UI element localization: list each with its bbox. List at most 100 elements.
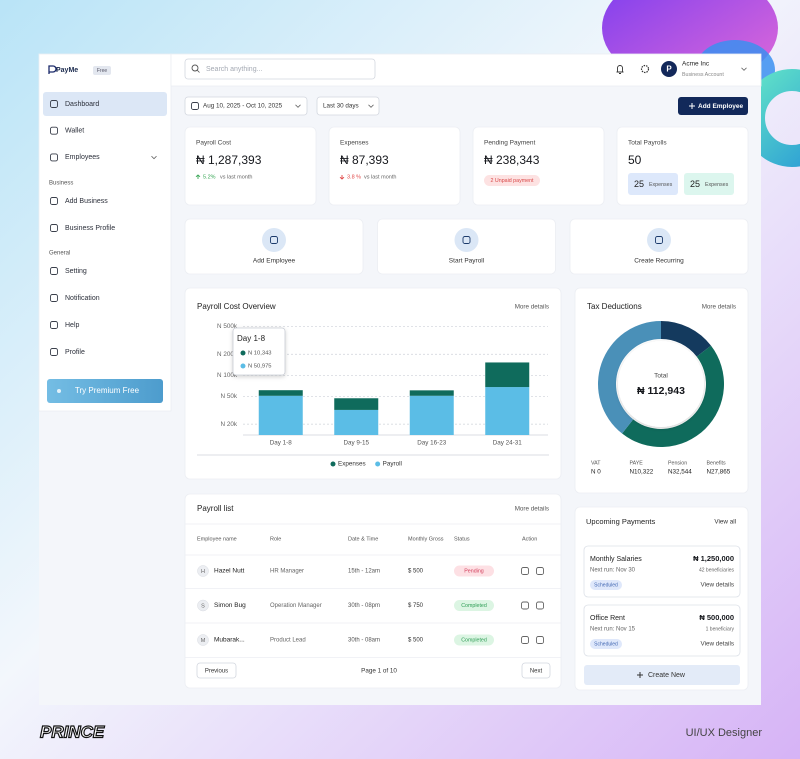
status-label: Scheduled (594, 583, 618, 589)
chevron (368, 104, 374, 108)
search-box[interactable] (184, 58, 376, 80)
stat-card (328, 126, 461, 206)
next-label[interactable]: Next (530, 669, 543, 675)
add-employee-label[interactable]: Add Employee (698, 103, 744, 110)
nav-item[interactable]: Wallet (65, 128, 84, 135)
chip-count: 25 (690, 179, 700, 189)
monthly-gross: $ 500 (408, 569, 424, 575)
details-link[interactable]: View details (701, 582, 735, 589)
status-pill (454, 565, 494, 577)
next-button[interactable] (521, 662, 551, 679)
payment-name: Office Rent (590, 615, 625, 622)
action-label[interactable]: Create Recurring (634, 258, 684, 265)
chart-link[interactable]: More details (515, 304, 549, 311)
y-tick-label: N 20k (221, 421, 238, 428)
stat-note: vs last month (364, 174, 396, 180)
employee-name: Hazel Nutt (214, 568, 245, 575)
chart-link[interactable]: More details (702, 304, 736, 311)
employee-name: Simon Bug (214, 602, 246, 609)
delete-icon[interactable] (536, 636, 544, 644)
nav-icon (50, 126, 58, 135)
payment-amount: ₦ 1,250,000 (693, 554, 734, 563)
edit-icon[interactable] (521, 601, 529, 610)
nav-item[interactable]: Help (65, 322, 80, 329)
action-icon-bg (647, 228, 671, 252)
role: Product Lead (270, 638, 306, 644)
avatar-initial: S (201, 603, 205, 609)
tooltip-swatch (240, 363, 246, 369)
account: Business Account (682, 72, 724, 78)
y-tick-label: N 100k (217, 372, 238, 379)
bar-segment (334, 398, 379, 410)
tooltip-label: N 50,975 (248, 364, 272, 370)
create-label[interactable]: Create New (648, 672, 686, 679)
avatar (197, 599, 209, 612)
stat-value: ₦ 87,393 (340, 153, 389, 167)
create-button[interactable] (584, 665, 740, 685)
avatar-initial: M (201, 638, 206, 644)
x-tick-label: Day 1-8 (270, 440, 293, 447)
cta-label[interactable]: Try Premium Free (75, 386, 140, 395)
status-label: Pending (464, 569, 483, 575)
donut-center-value: ₦ 112,943 (637, 385, 685, 397)
nav-icon (50, 267, 58, 275)
nav-item[interactable]: Employees (65, 154, 100, 161)
upcoming-link[interactable]: View all (714, 519, 736, 526)
date-time: 15th - 12am (348, 569, 380, 575)
payment-card (583, 545, 741, 598)
delete-icon[interactable] (536, 567, 544, 575)
donut-center-label: Total (654, 373, 668, 380)
monthly-gross: $ 500 (408, 638, 424, 644)
edit-icon[interactable] (521, 636, 529, 644)
cta-button[interactable] (47, 379, 163, 403)
previous-label[interactable]: Previous (205, 669, 228, 675)
stat-change: 5.2% (203, 174, 216, 180)
details-link[interactable]: View details (701, 641, 735, 648)
brand: PayMe (56, 67, 78, 74)
previous-button[interactable] (196, 662, 237, 679)
settings-icon[interactable] (640, 64, 650, 74)
date-range[interactable]: Aug 10, 2025 - Oct 10, 2025 (203, 103, 283, 110)
delete-icon[interactable] (536, 601, 544, 610)
role: Operation Manager (270, 603, 322, 609)
period[interactable]: Last 30 days (323, 103, 359, 110)
chevron (741, 67, 747, 71)
bell-icon[interactable] (616, 65, 624, 74)
status-pill (454, 600, 494, 611)
nav-item[interactable]: Add Business (65, 198, 108, 205)
nav-icon (50, 153, 58, 162)
donut-segment (598, 321, 661, 434)
chart-title: Tax Deductions (587, 302, 642, 311)
table-link[interactable]: More details (515, 506, 549, 513)
chevron (295, 104, 301, 108)
stat-card (184, 126, 317, 206)
date-picker[interactable] (184, 96, 308, 116)
payment-name: Monthly Salaries (590, 556, 642, 563)
edit-icon[interactable] (521, 567, 529, 575)
nav-item[interactable]: Business Profile (65, 225, 115, 232)
column-header: Monthly Gross (408, 536, 444, 542)
nav-item[interactable]: Dashboard (65, 101, 99, 108)
value-label: N27,865 (707, 469, 731, 476)
column-header: Employee name (197, 536, 237, 542)
next-run: Next run: Nov 30 (590, 568, 636, 574)
legend-label: Payroll (383, 461, 402, 468)
search-placeholder[interactable]: Search anything... (206, 66, 262, 73)
nav-item[interactable]: Profile (65, 349, 85, 356)
avatar[interactable] (661, 61, 677, 77)
nav-active[interactable] (43, 92, 167, 116)
action-label[interactable]: Start Payroll (449, 258, 485, 265)
period-select[interactable] (316, 96, 380, 116)
calendar-icon (191, 102, 199, 110)
payment-card (583, 604, 741, 657)
nav-item[interactable]: Setting (65, 268, 87, 275)
monthly-gross: $ 750 (408, 603, 424, 609)
legend-label: PAYE (630, 460, 644, 466)
chip-count: 25 (634, 179, 644, 189)
search-icon (191, 64, 199, 72)
nav-item[interactable]: Notification (65, 295, 100, 302)
action-label[interactable]: Add Employee (253, 258, 296, 265)
chart-title: Payroll Cost Overview (197, 302, 276, 311)
add-employee-button[interactable] (678, 97, 748, 115)
